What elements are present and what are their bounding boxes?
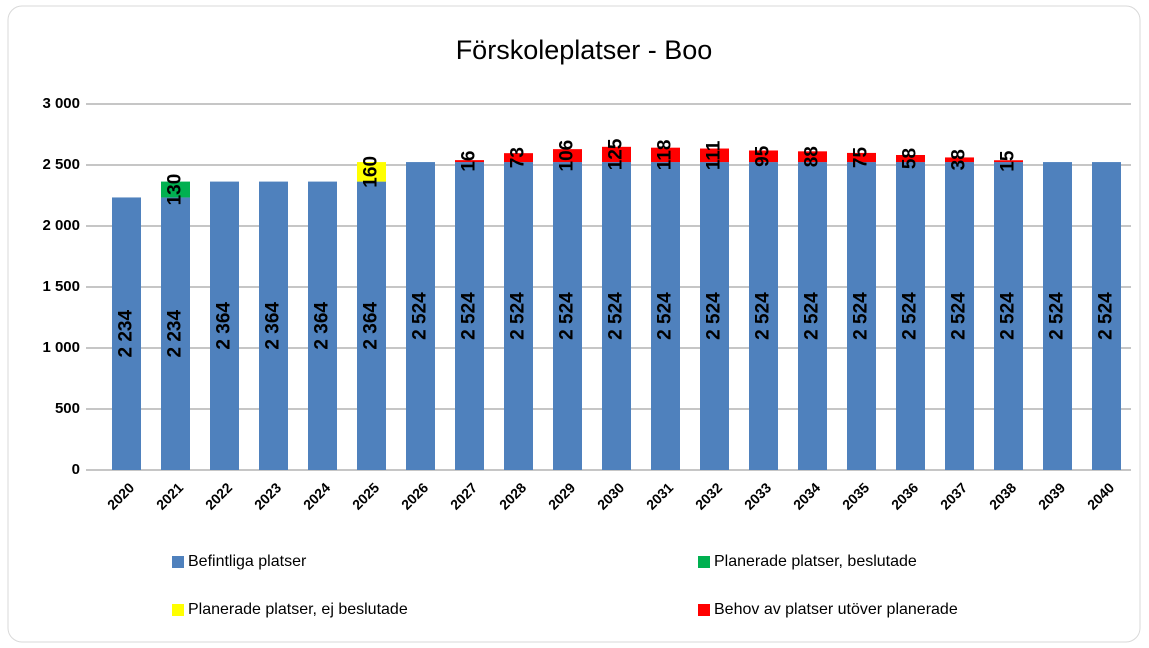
- bar-segment: [504, 162, 533, 470]
- bar-segment: [161, 197, 190, 470]
- y-tick-label: 0: [72, 461, 80, 478]
- y-tick-label: 2 000: [42, 217, 80, 234]
- data-label: 75: [851, 147, 872, 169]
- bar-segment: [504, 153, 533, 163]
- data-label: 73: [508, 147, 529, 168]
- legend-label: Planerade platser, ej beslutade: [188, 601, 408, 618]
- data-label: 2 524: [410, 292, 431, 340]
- bar-segment: [357, 162, 386, 182]
- data-label: 58: [900, 148, 921, 169]
- data-label: 2 524: [753, 292, 774, 340]
- bar-segment: [847, 162, 876, 470]
- data-label: 2 524: [802, 292, 823, 340]
- bar-segment: [161, 181, 190, 198]
- bar-segment: [945, 157, 974, 163]
- data-label: 2 364: [312, 302, 333, 350]
- data-label: 2 524: [704, 292, 725, 340]
- y-tick-label: 1 500: [42, 278, 80, 295]
- bar-segment: [553, 149, 582, 163]
- data-label: 106: [557, 140, 578, 172]
- bar-segment: [406, 162, 435, 470]
- y-tick-label: 2 500: [42, 156, 80, 173]
- data-label: 111: [704, 140, 725, 170]
- bar-segment: [798, 162, 827, 470]
- legend-label: Befintliga platser: [188, 553, 307, 570]
- data-label: 118: [655, 140, 676, 171]
- bar-segment: [210, 181, 239, 471]
- bar-segment: [700, 148, 729, 163]
- legend-label: Behov av platser utöver planerade: [714, 601, 958, 618]
- bar-segment: [896, 154, 925, 163]
- legend-swatch: [698, 556, 710, 568]
- data-label: 125: [606, 138, 627, 170]
- data-label: 2 524: [1096, 292, 1117, 340]
- data-label: 2 234: [116, 310, 137, 358]
- data-label: 15: [998, 150, 1019, 172]
- bar-segment: [896, 162, 925, 470]
- bar-segment: [112, 197, 141, 470]
- bar-segment: [602, 146, 631, 163]
- bar-segment: [1092, 162, 1121, 470]
- bar-segment: [798, 151, 827, 163]
- data-label: 130: [165, 174, 186, 206]
- bar-segment: [651, 147, 680, 163]
- y-tick-label: 3 000: [42, 95, 80, 112]
- bar-segment: [749, 162, 778, 470]
- bar-segment: [455, 162, 484, 470]
- bar-segment: [308, 181, 337, 471]
- y-tick-label: 500: [55, 400, 80, 417]
- data-label: 95: [753, 145, 774, 167]
- legend-swatch: [172, 556, 184, 568]
- bar-segment: [749, 150, 778, 163]
- data-label: 2 364: [214, 302, 235, 350]
- bar-segment: [553, 162, 582, 470]
- bar-segment: [945, 162, 974, 470]
- data-label: 2 524: [900, 292, 921, 340]
- data-label: 2 524: [557, 292, 578, 340]
- data-label: 2 524: [606, 292, 627, 340]
- bar-segment: [651, 162, 680, 470]
- bar-segment: [259, 181, 288, 471]
- bar-segment: [455, 160, 484, 163]
- legend-swatch: [172, 604, 184, 616]
- data-label: 2 524: [655, 292, 676, 340]
- bar-segment: [1043, 162, 1072, 470]
- data-label: 2 524: [851, 292, 872, 340]
- bar-segment: [602, 162, 631, 470]
- data-label: 2 524: [459, 292, 480, 340]
- y-tick-label: 1 000: [42, 339, 80, 356]
- data-label: 2 524: [998, 292, 1019, 340]
- data-label: 2 364: [361, 302, 382, 350]
- data-label: 2 524: [949, 292, 970, 340]
- bar-segment: [994, 162, 1023, 470]
- bar-segment: [847, 152, 876, 163]
- legend-label: Planerade platser, beslutade: [714, 553, 917, 570]
- chart-title: Förskoleplatser - Boo: [456, 35, 713, 65]
- data-label: 88: [802, 146, 823, 167]
- data-label: 2 234: [165, 310, 186, 358]
- data-label: 2 524: [508, 292, 529, 340]
- data-label: 38: [949, 149, 970, 170]
- data-label: 16: [459, 151, 480, 172]
- legend-swatch: [698, 604, 710, 616]
- bar-segment: [994, 160, 1023, 163]
- data-label: 2 524: [1047, 292, 1068, 340]
- data-label: 2 364: [263, 302, 284, 350]
- bar-segment: [357, 181, 386, 471]
- data-label: 160: [361, 156, 382, 188]
- bar-segment: [700, 162, 729, 470]
